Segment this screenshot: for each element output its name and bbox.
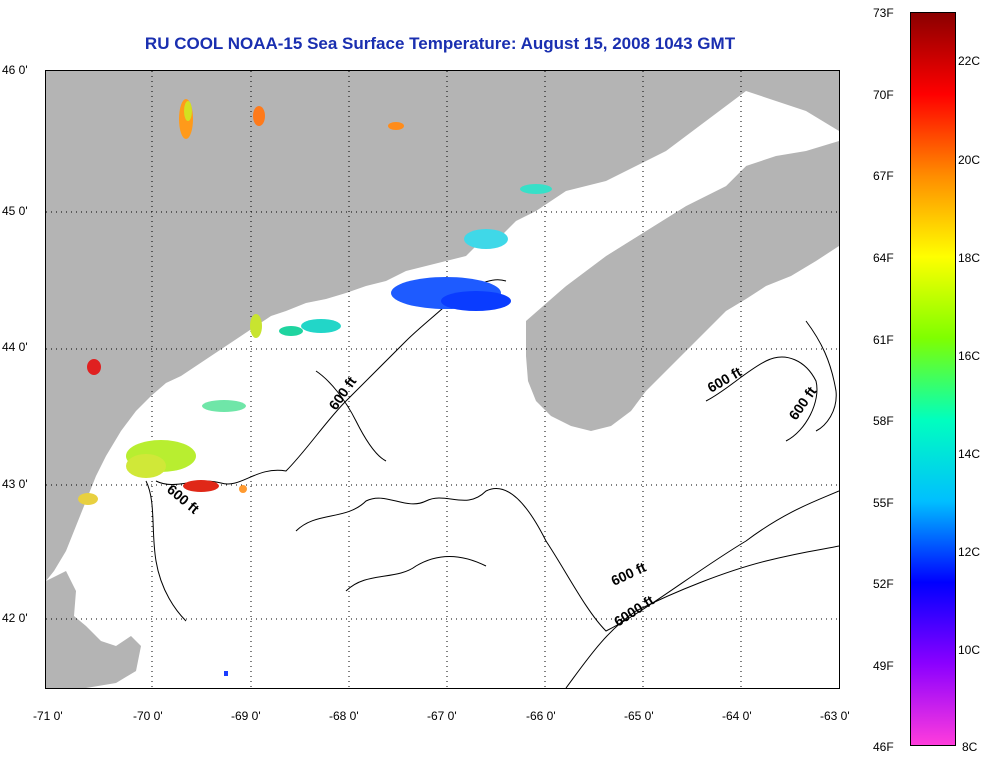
cb-f-52: 52F	[873, 577, 894, 591]
cb-c-18: 18C	[958, 251, 981, 265]
lon-tick-71: -71 0'	[33, 709, 63, 723]
cb-f-58: 58F	[873, 414, 894, 428]
page-title: RU COOL NOAA-15 Sea Surface Temperature:…	[144, 34, 736, 53]
lon-tick-68: -68 0'	[329, 709, 359, 723]
lon-tick-63: -63 0'	[820, 709, 850, 723]
land-cape-cod	[46, 571, 141, 688]
lon-tick-67: -67 0'	[427, 709, 457, 723]
cb-c-16: 16C	[958, 349, 981, 363]
lon-tick-69: -69 0'	[231, 709, 261, 723]
cb-f-49: 49F	[873, 659, 894, 673]
map-canvas: 600 ft 600 ft 600 ft 600 ft 600 ft 6000 …	[46, 71, 839, 688]
bay-of-fundy	[511, 161, 746, 311]
contour-label-3: 600 ft	[705, 363, 745, 395]
graticule	[46, 71, 839, 688]
contour-label-5: 600 ft	[609, 559, 649, 589]
lat-tick-42: 42 0'	[2, 611, 28, 625]
cb-c-22: 22C	[958, 54, 981, 68]
land-nova-scotia	[526, 141, 839, 431]
contour-labels: 600 ft 600 ft 600 ft 600 ft 600 ft 6000 …	[164, 363, 820, 629]
temperature-colorbar	[910, 12, 956, 746]
lat-tick-43: 43 0'	[2, 477, 28, 491]
cb-f-73: 73F	[873, 6, 894, 20]
lat-tick-46: 46 0'	[2, 63, 28, 77]
cb-c-20: 20C	[958, 153, 981, 167]
contour-label-4: 600 ft	[785, 383, 819, 422]
lon-tick-64: -64 0'	[722, 709, 752, 723]
cb-c-8: 8C	[962, 740, 978, 754]
sst-map: 600 ft 600 ft 600 ft 600 ft 600 ft 6000 …	[45, 70, 840, 689]
lon-tick-70: -70 0'	[133, 709, 163, 723]
sst-patches	[78, 99, 552, 676]
cb-f-64: 64F	[873, 251, 894, 265]
land-new-england	[46, 71, 839, 581]
contour-label-6: 6000 ft	[611, 592, 657, 630]
cb-f-70: 70F	[873, 88, 894, 102]
cb-f-67: 67F	[873, 169, 894, 183]
lat-tick-44: 44 0'	[2, 340, 28, 354]
cb-c-12: 12C	[958, 545, 981, 559]
cb-c-14: 14C	[958, 447, 981, 461]
lon-tick-66: -66 0'	[526, 709, 556, 723]
lon-tick-65: -65 0'	[624, 709, 654, 723]
depth-contours	[145, 279, 839, 688]
cb-f-46: 46F	[873, 740, 894, 754]
cb-f-55: 55F	[873, 496, 894, 510]
cb-f-61: 61F	[873, 333, 894, 347]
cb-c-10: 10C	[958, 643, 981, 657]
lat-tick-45: 45 0'	[2, 204, 28, 218]
